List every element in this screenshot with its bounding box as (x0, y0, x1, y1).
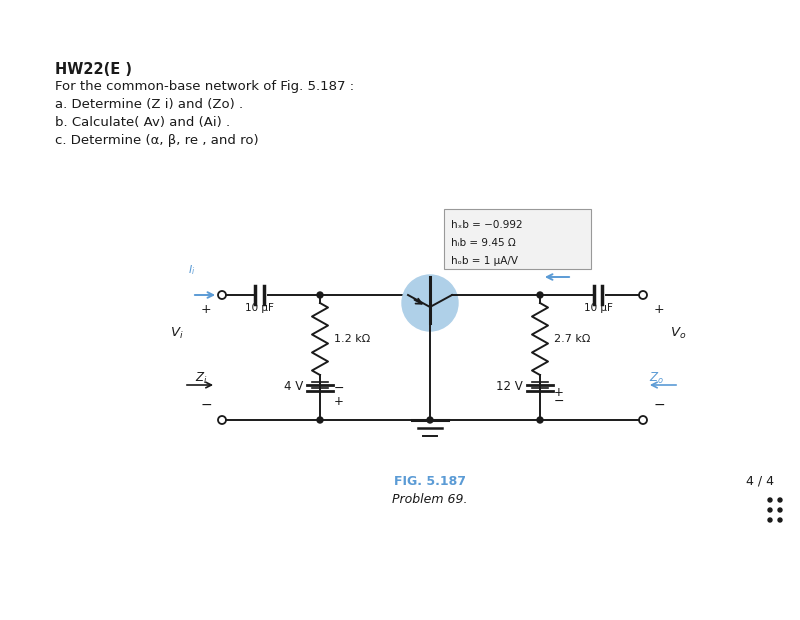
Text: +: + (201, 303, 211, 316)
Text: $V_i$: $V_i$ (170, 326, 183, 341)
Text: −: − (554, 395, 565, 408)
Circle shape (778, 498, 782, 502)
Circle shape (768, 508, 772, 512)
Text: 10 μF: 10 μF (245, 303, 274, 313)
Text: +: + (554, 386, 564, 399)
Text: 2.7 kΩ: 2.7 kΩ (554, 334, 590, 344)
Text: +: + (654, 303, 664, 316)
FancyBboxPatch shape (444, 209, 591, 269)
Text: 4 / 4: 4 / 4 (746, 475, 774, 488)
Text: hᵢb = 9.45 Ω: hᵢb = 9.45 Ω (451, 238, 516, 248)
Text: +: + (334, 395, 344, 408)
Text: −: − (653, 398, 665, 412)
Circle shape (317, 292, 323, 298)
Circle shape (778, 518, 782, 522)
Text: −: − (334, 382, 345, 395)
Circle shape (402, 275, 458, 331)
Text: b. Calculate( Av) and (Ai) .: b. Calculate( Av) and (Ai) . (55, 116, 230, 129)
Text: a. Determine (Z i) and (Zo) .: a. Determine (Z i) and (Zo) . (55, 98, 243, 111)
Text: hₒb = 1 μA/V: hₒb = 1 μA/V (451, 256, 518, 266)
Circle shape (768, 498, 772, 502)
Circle shape (537, 417, 543, 423)
Text: 1.2 kΩ: 1.2 kΩ (334, 334, 370, 344)
Text: $I_o$: $I_o$ (550, 251, 560, 265)
Text: c. Determine (α, β, re , and ro): c. Determine (α, β, re , and ro) (55, 134, 258, 147)
Text: $Z_o$: $Z_o$ (649, 371, 664, 386)
Text: 4 V: 4 V (284, 379, 303, 392)
Text: HW22(E ): HW22(E ) (55, 62, 132, 77)
Text: Problem 69.: Problem 69. (392, 493, 468, 506)
Circle shape (778, 508, 782, 512)
Text: −: − (200, 398, 212, 412)
Text: $Z_i$: $Z_i$ (195, 371, 207, 386)
Text: For the common-base network of Fig. 5.187 :: For the common-base network of Fig. 5.18… (55, 80, 354, 93)
Text: 10 μF: 10 μF (583, 303, 613, 313)
Circle shape (537, 292, 543, 298)
Text: 12 V: 12 V (496, 379, 522, 392)
Text: $I_i$: $I_i$ (188, 263, 195, 277)
Circle shape (317, 417, 323, 423)
Circle shape (427, 417, 433, 423)
Text: hₓb = −0.992: hₓb = −0.992 (451, 220, 522, 230)
Text: FIG. 5.187: FIG. 5.187 (394, 475, 466, 488)
Text: $V_o$: $V_o$ (670, 326, 686, 341)
Circle shape (768, 518, 772, 522)
